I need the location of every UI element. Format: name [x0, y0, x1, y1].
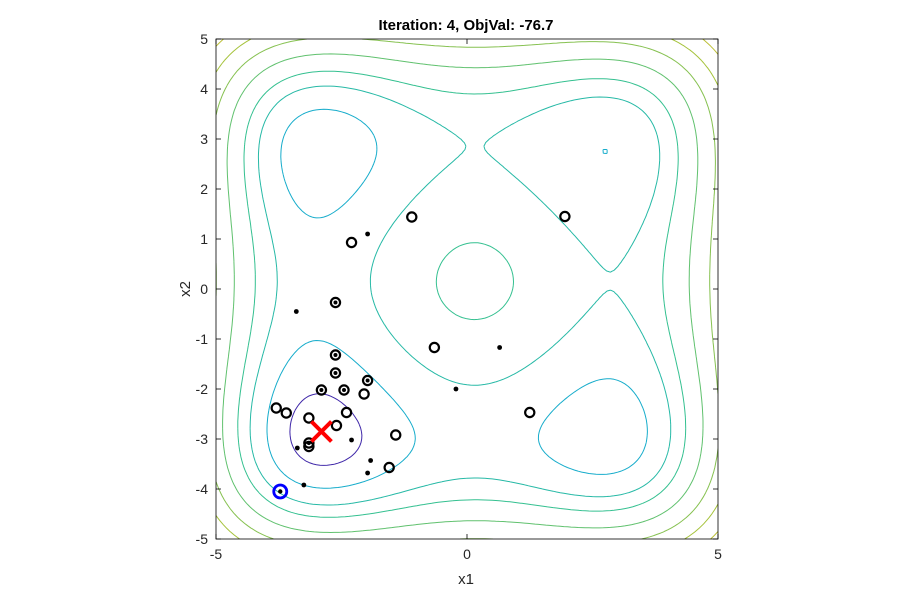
x-tick-label: 0	[463, 546, 471, 562]
contour-level-7	[216, 39, 718, 539]
open-circle-point-0	[345, 236, 358, 249]
ringed-point-ring-6	[303, 437, 315, 449]
dot-point-8	[349, 437, 354, 443]
axis-ticks: -5 0 5 -5 -4 -3 -2 -1 0 1 2 3 4 5	[196, 31, 723, 562]
dot-point-4	[294, 445, 300, 451]
open-circle-point-9	[330, 419, 343, 432]
dot-point-0	[293, 309, 299, 314]
y-tick-label: 0	[200, 281, 208, 297]
contour-lines	[216, 39, 718, 539]
ringed-point-ring-1	[329, 349, 342, 361]
ringed-point-ring-2	[329, 367, 342, 379]
contour-level-4	[222, 53, 704, 533]
y-axis-label: x2	[177, 281, 194, 297]
ringed-point-ring-5	[361, 374, 374, 387]
open-circle-point-10	[358, 388, 370, 400]
x-tick-label: -5	[210, 546, 223, 562]
open-circle-point-3	[428, 341, 441, 354]
open-circle-point-1	[406, 211, 418, 223]
ringed-point-dot-0	[333, 300, 338, 305]
ringed-point-dot-6	[306, 441, 311, 445]
y-tick-label: -2	[196, 381, 209, 397]
x-axis-label: x1	[458, 571, 474, 588]
data-markers	[270, 210, 571, 500]
y-tick-label: 1	[200, 231, 208, 247]
current-point-x	[310, 420, 333, 443]
y-tick-label: 3	[200, 131, 208, 147]
plot-frame	[215, 38, 719, 540]
ringed-point-dot-2	[333, 371, 338, 375]
ringed-point-dot-5	[365, 378, 370, 383]
y-tick-label: 4	[200, 81, 208, 97]
dot-point-1	[365, 231, 371, 237]
chart-title: Iteration: 4, ObjVal: -76.7	[378, 17, 553, 34]
x-tick-label: 5	[714, 546, 722, 562]
y-tick-label: -1	[196, 331, 209, 347]
contour-level-3	[237, 70, 687, 518]
open-circle-point-11	[390, 429, 402, 441]
ringed-point-ring-0	[329, 296, 342, 309]
best-point-ring	[272, 483, 289, 500]
y-tick-label: 5	[200, 31, 208, 47]
best-point-dot	[278, 489, 283, 494]
open-circle-point-12	[383, 461, 395, 474]
ringed-point-dot-1	[333, 353, 338, 357]
ringed-point-dot-3	[319, 388, 324, 392]
open-circle-point-8	[340, 406, 353, 419]
dot-point-5	[301, 482, 307, 488]
ringed-point-ring-3	[315, 384, 328, 396]
contour-level-5	[216, 39, 718, 539]
dot-point-7	[365, 470, 371, 476]
dot-point-3	[453, 386, 459, 392]
open-circle-point-2	[559, 210, 571, 223]
y-tick-label: -5	[196, 531, 209, 547]
open-circle-point-4	[524, 406, 536, 419]
y-tick-label: 2	[200, 181, 208, 197]
ringed-point-dot-4	[342, 388, 347, 392]
y-tick-label: -4	[196, 481, 209, 497]
contour-level-0	[289, 393, 363, 466]
open-circle-point-6	[280, 407, 292, 419]
dot-point-6	[368, 458, 374, 463]
contour-level-6	[216, 39, 718, 539]
open-circle-point-5	[270, 402, 282, 414]
y-tick-label: -3	[196, 431, 209, 447]
open-circle-point-7	[303, 412, 315, 424]
contour-level-2	[249, 85, 672, 506]
dot-point-2	[497, 345, 503, 350]
ringed-point-ring-4	[338, 384, 350, 396]
